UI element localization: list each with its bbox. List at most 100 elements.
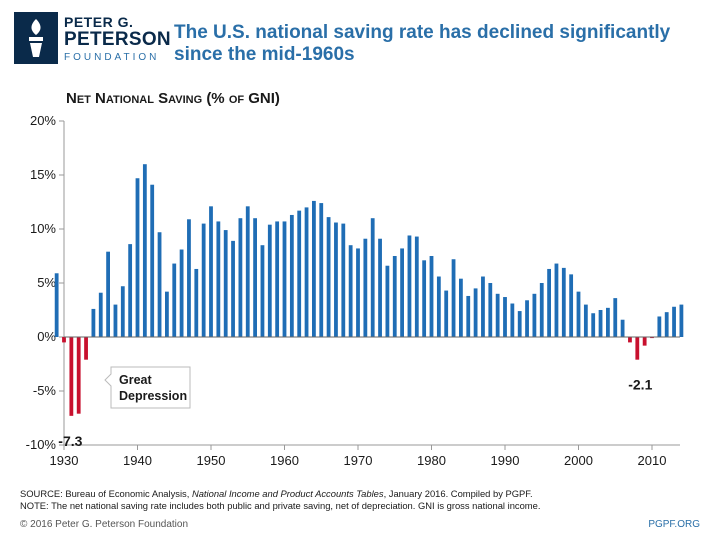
- bar-positive: [304, 207, 309, 337]
- y-tick-label: 15%: [30, 167, 56, 182]
- bar-negative: [642, 337, 647, 346]
- bar-positive: [275, 221, 280, 337]
- x-tick-label: 1950: [197, 453, 226, 468]
- bar-positive: [297, 210, 302, 337]
- bar-positive: [561, 267, 566, 337]
- copyright: © 2016 Peter G. Peterson Foundation: [20, 519, 189, 530]
- bar-positive: [142, 164, 147, 337]
- callout-line-1: Great: [119, 373, 152, 387]
- bar-positive: [547, 268, 551, 337]
- bar-negative: [76, 337, 81, 414]
- bar-positive: [260, 245, 265, 337]
- bar-positive: [238, 218, 243, 337]
- bar-positive: [282, 221, 287, 337]
- bar-positive: [679, 304, 684, 337]
- bar-positive: [245, 206, 250, 337]
- bar-positive: [473, 288, 478, 337]
- annotation-min-1931: -7.3: [58, 433, 82, 449]
- bar-positive: [657, 316, 662, 337]
- bar-positive: [231, 240, 235, 337]
- bar-positive: [613, 298, 618, 337]
- x-tick-label: 2000: [564, 453, 593, 468]
- bar-negative: [635, 337, 640, 360]
- bar-positive: [414, 236, 419, 337]
- bar-positive: [510, 303, 515, 337]
- bar-negative: [69, 337, 74, 416]
- bar-positive: [312, 200, 316, 337]
- bar-negative: [62, 337, 66, 343]
- logo-text-line2: PETERSON: [64, 29, 171, 50]
- bar-positive: [532, 293, 537, 337]
- bar-positive: [135, 178, 140, 337]
- headline: The U.S. national saving rate has declin…: [174, 22, 671, 65]
- y-tick-label: 5%: [37, 275, 56, 290]
- note-line: NOTE: The net national saving rate inclu…: [20, 500, 541, 511]
- bar-positive: [378, 238, 382, 337]
- bar-positive: [348, 245, 353, 337]
- footnote: SOURCE: Bureau of Economic Analysis, Nat…: [20, 488, 710, 512]
- bar-positive: [451, 259, 456, 337]
- bar-positive: [289, 214, 294, 337]
- bar-positive: [583, 304, 588, 337]
- chart: 20% 15% 10% 5% 0% -5% -10%1930 1940 1950 1960 1970…: [26, 113, 684, 468]
- bar-positive: [201, 223, 206, 337]
- bar-positive: [128, 244, 133, 337]
- logo-text-line3: FOUNDATION: [64, 52, 160, 63]
- y-tick-label: -5%: [33, 383, 57, 398]
- bar-positive: [407, 235, 412, 337]
- bar-positive: [319, 203, 324, 337]
- annotation-min-2009: -2.1: [628, 377, 652, 393]
- bar-positive: [488, 283, 493, 337]
- y-tick-label: 10%: [30, 221, 56, 236]
- bar-positive: [400, 248, 404, 337]
- bar-positive: [370, 218, 375, 337]
- bar-positive: [481, 276, 485, 337]
- source-title: National Income and Product Accounts Tab…: [191, 488, 384, 499]
- x-tick-label: 1970: [344, 453, 373, 468]
- x-tick-label: 1940: [123, 453, 152, 468]
- bar-positive: [150, 184, 155, 337]
- bar-positive: [569, 274, 574, 337]
- bar-positive: [459, 278, 463, 337]
- bar-positive: [341, 223, 346, 337]
- site-link[interactable]: PGPF.ORG: [648, 519, 700, 530]
- bar-positive: [172, 263, 177, 337]
- x-tick-label: 1990: [491, 453, 520, 468]
- bar-positive: [466, 295, 471, 337]
- bar-positive: [422, 260, 427, 337]
- bar-positive: [91, 308, 96, 337]
- bar-negative: [84, 337, 88, 360]
- source-prefix: SOURCE: Bureau of Economic Analysis,: [20, 488, 192, 499]
- bar-positive: [385, 265, 390, 337]
- bar-positive: [179, 249, 184, 337]
- bar-positive: [503, 297, 507, 337]
- bar-positive: [106, 251, 110, 337]
- bar-positive: [98, 292, 103, 337]
- bar-positive: [525, 300, 529, 337]
- bar-positive: [54, 273, 59, 337]
- bar-positive: [194, 268, 199, 337]
- bar-positive: [157, 232, 162, 337]
- bar-positive: [363, 238, 368, 337]
- bar-positive: [429, 256, 434, 337]
- bar-positive: [620, 319, 625, 337]
- bar-negative: [650, 337, 654, 339]
- chart-title: Net National Saving (% of GNI): [66, 90, 280, 107]
- bar-positive: [326, 217, 331, 337]
- bar-positive: [606, 307, 610, 337]
- bar-positive: [598, 310, 603, 337]
- x-tick-label: 1980: [417, 453, 446, 468]
- bar-positive: [113, 304, 118, 337]
- x-tick-label: 1930: [50, 453, 79, 468]
- callout-box: [104, 366, 191, 409]
- bar-positive: [120, 286, 125, 337]
- bar-positive: [554, 263, 559, 337]
- bar-positive: [165, 291, 169, 337]
- y-tick-label: -10%: [26, 437, 57, 452]
- x-tick-label: 2010: [638, 453, 667, 468]
- bar-positive: [267, 224, 272, 337]
- source-suffix: , January 2016. Compiled by PGPF.: [383, 488, 533, 499]
- bar-positive: [517, 311, 522, 337]
- bar-positive: [664, 312, 669, 337]
- y-tick-label: 20%: [30, 113, 56, 128]
